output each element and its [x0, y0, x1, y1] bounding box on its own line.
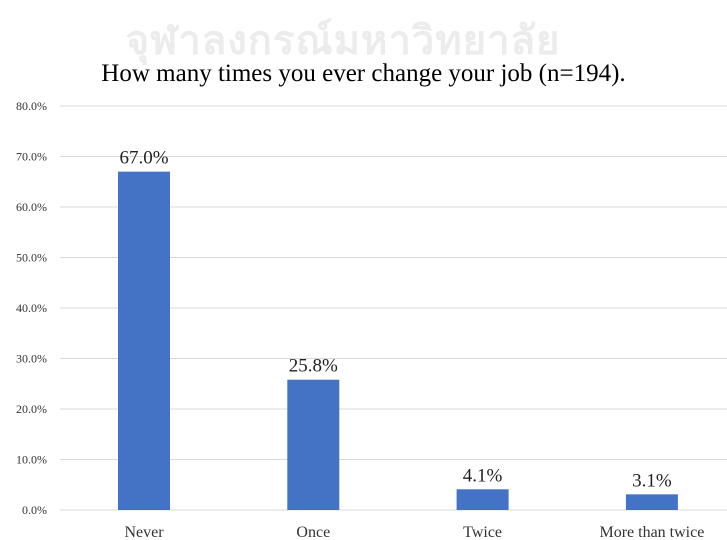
data-label: 4.1% — [463, 465, 503, 486]
y-tick-label: 50.0% — [16, 251, 47, 265]
y-tick-label: 60.0% — [16, 200, 47, 214]
data-label: 67.0% — [119, 148, 168, 169]
bar — [287, 379, 340, 510]
x-tick-label: Twice — [463, 524, 502, 540]
x-tick-label: More than twice — [599, 524, 704, 540]
y-tick-label: 80.0% — [16, 99, 47, 113]
y-tick-label: 20.0% — [16, 402, 47, 416]
y-tick-label: 10.0% — [16, 453, 47, 467]
data-label: 3.1% — [632, 470, 672, 491]
chart-title: How many times you ever change your job … — [101, 60, 626, 87]
bar — [118, 171, 170, 510]
y-tick-label: 40.0% — [16, 301, 47, 315]
x-tick-label: Never — [124, 524, 164, 540]
x-tick-label: Once — [296, 524, 330, 540]
bar — [456, 489, 509, 510]
data-label: 25.8% — [289, 356, 338, 377]
y-tick-label: 70.0% — [16, 150, 47, 164]
bar — [625, 494, 678, 510]
y-tick-label: 0.0% — [22, 503, 47, 517]
y-tick-label: 30.0% — [16, 352, 47, 366]
